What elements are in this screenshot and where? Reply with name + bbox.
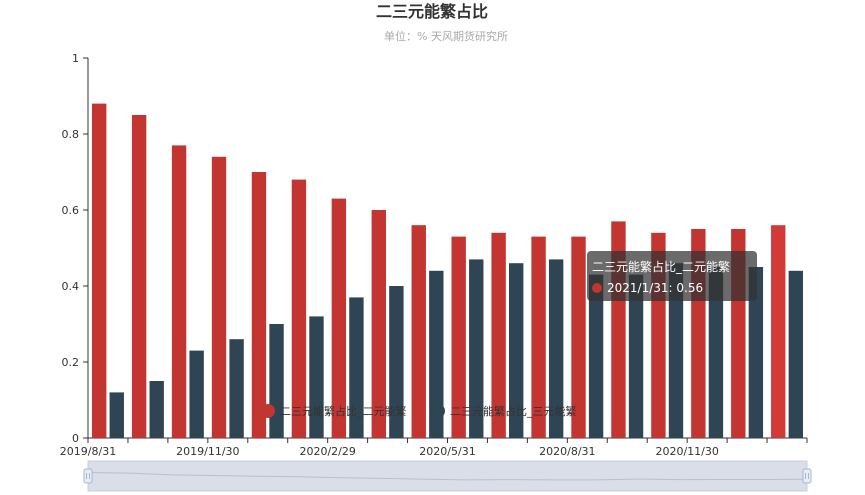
bar-series1[interactable]	[331, 198, 347, 438]
bar-series2[interactable]	[269, 324, 284, 438]
bar-series1[interactable]	[131, 115, 147, 438]
x-axis: 2019/8/31 2019/11/30 2020/2/29 2020/5/31 202…	[60, 437, 808, 458]
bar-series2[interactable]	[668, 263, 684, 438]
chart-subtitle: 单位：% 天风期货研究所	[384, 29, 508, 43]
bar-series1[interactable]	[571, 236, 586, 438]
y-tick-label: 0	[72, 432, 79, 445]
legend-label[interactable]: 二三元能繁占比_三元能繁	[450, 404, 577, 418]
bar-series2[interactable]	[748, 267, 764, 438]
bar-series2[interactable]	[349, 297, 364, 438]
tooltip-value: 2021/1/31: 0.56	[607, 281, 703, 295]
bar-series1[interactable]	[91, 103, 107, 438]
x-tick-label: 2020/8/31	[539, 445, 595, 458]
bar-series1[interactable]	[211, 156, 227, 439]
datazoom-slider[interactable]	[83, 460, 812, 492]
tooltip: 二三元能繁占比_二元能繁 2021/1/31: 0.56	[587, 251, 757, 301]
handle-grip-icon[interactable]	[83, 468, 93, 484]
bar-series1[interactable]	[371, 210, 386, 438]
bar-series1[interactable]	[171, 145, 187, 438]
bar-series1[interactable]	[491, 232, 506, 438]
bar-series2[interactable]	[189, 350, 204, 438]
bar-series2[interactable]	[588, 274, 604, 438]
datazoom-track[interactable]	[87, 460, 808, 492]
bar-series2[interactable]	[149, 381, 164, 438]
legend-marker-icon[interactable]	[431, 404, 445, 418]
bar-series2[interactable]	[469, 259, 484, 438]
datazoom-left-handle[interactable]	[83, 468, 93, 484]
legend-item[interactable]: 二三元能繁占比_二元能繁	[261, 404, 407, 418]
bar-series2[interactable]	[109, 392, 124, 438]
legend-item[interactable]: 二三元能繁占比_三元能繁	[431, 404, 577, 418]
handle-grip-icon[interactable]	[802, 468, 812, 484]
bar-series2[interactable]	[708, 267, 724, 438]
bar-series1[interactable]	[451, 236, 466, 438]
bar-series2[interactable]	[389, 286, 404, 438]
bar-series2[interactable]	[628, 274, 644, 438]
bar-series1[interactable]	[251, 172, 267, 438]
bar-series2[interactable]	[429, 270, 444, 438]
bar-series2[interactable]	[229, 339, 244, 438]
bar-series2[interactable]	[788, 270, 804, 438]
x-tick-label: 2020/2/29	[299, 445, 355, 458]
x-tick-label: 2020/11/30	[655, 445, 718, 458]
x-tick-label: 2019/11/30	[176, 445, 239, 458]
bar-series1[interactable]	[411, 225, 426, 438]
bar-series1[interactable]	[531, 236, 546, 438]
legend-label[interactable]: 二三元能繁占比_二元能繁	[280, 404, 407, 418]
tooltip-title: 二三元能繁占比_二元能繁	[592, 259, 730, 274]
y-tick-label: 0.4	[62, 280, 80, 293]
legend-marker-icon[interactable]	[261, 404, 275, 418]
tooltip-marker-icon	[592, 283, 602, 293]
x-tick-label: 2019/8/31	[60, 445, 116, 458]
y-tick-label: 0.2	[62, 356, 80, 369]
bar-series1[interactable]	[291, 179, 307, 438]
bar-series2[interactable]	[509, 263, 524, 438]
chart-title: 二三元能繁占比	[376, 2, 488, 21]
datazoom-right-handle[interactable]	[802, 468, 812, 484]
bar-series1[interactable]	[771, 225, 786, 438]
datazoom-preview-line	[87, 472, 808, 481]
bar-series[interactable]	[91, 103, 804, 439]
tooltip-box	[587, 251, 757, 301]
y-tick-label: 1	[72, 52, 79, 65]
x-tick-label: 2020/5/31	[419, 445, 475, 458]
bar-series2[interactable]	[548, 259, 564, 438]
y-axis: 0 0.2 0.4 0.6 0.8 1	[62, 52, 89, 445]
bar-series2[interactable]	[309, 316, 324, 438]
legend[interactable]: 二三元能繁占比_二元能繁 二三元能繁占比_三元能繁	[261, 404, 577, 418]
y-tick-label: 0.6	[62, 204, 80, 217]
y-tick-label: 0.8	[62, 128, 80, 141]
